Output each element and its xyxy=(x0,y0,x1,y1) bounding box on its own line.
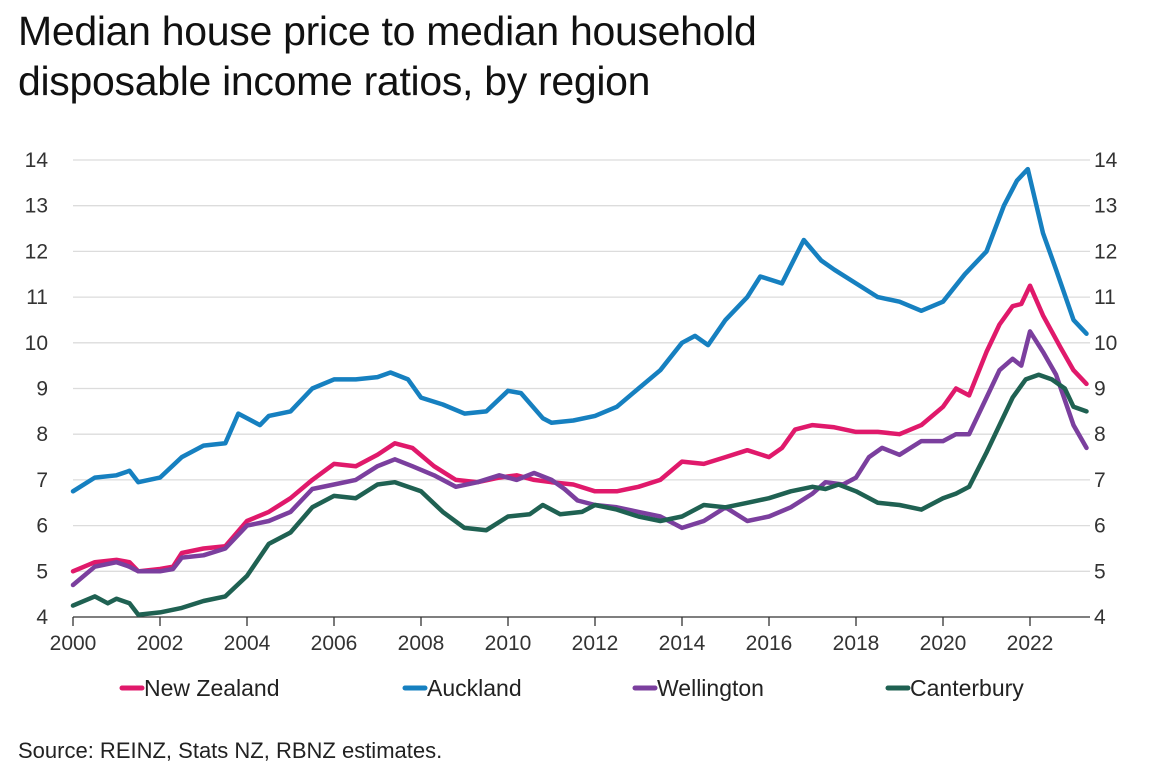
y-tick-label-left: 13 xyxy=(25,195,48,218)
y-tick-label-left: 5 xyxy=(36,560,48,583)
legend-item-auckland: Auckland xyxy=(402,675,522,701)
x-tick-label: 2010 xyxy=(485,632,532,655)
y-tick-label-right: 12 xyxy=(1094,240,1117,263)
legend-item-wellington: Wellington xyxy=(632,675,764,701)
y-tick-label-left: 6 xyxy=(36,515,48,538)
y-tick-label-right: 13 xyxy=(1094,195,1117,218)
series-line-canterbury xyxy=(70,372,1089,617)
series-line-auckland xyxy=(70,166,1089,494)
y-tick-label-right: 6 xyxy=(1094,515,1106,538)
y-tick-label-right: 11 xyxy=(1094,286,1116,309)
x-tick-label: 2002 xyxy=(137,632,184,655)
y-tick-label-right: 9 xyxy=(1094,378,1106,401)
x-tick-label: 2004 xyxy=(224,632,271,655)
y-tick-label-right: 4 xyxy=(1094,606,1106,629)
legend-label: New Zealand xyxy=(144,675,280,701)
y-tick-label-left: 4 xyxy=(36,606,48,629)
y-tick-label-left: 12 xyxy=(25,240,48,263)
legend-item-new-zealand: New Zealand xyxy=(119,675,280,701)
series-line-wellington xyxy=(70,329,1089,588)
gridlines xyxy=(73,159,1090,572)
x-tick-label: 2014 xyxy=(659,632,706,655)
x-tick-label: 2012 xyxy=(572,632,619,655)
series-lines xyxy=(70,166,1089,617)
legend-label: Wellington xyxy=(657,675,764,701)
y-tick-label-left: 11 xyxy=(26,286,48,309)
x-tick-label: 2000 xyxy=(50,632,97,655)
chart-title: Median house price to median household d… xyxy=(18,6,757,106)
chart-title-line-1: Median house price to median household xyxy=(18,8,757,54)
y-tick-label-left: 10 xyxy=(25,332,48,355)
x-tick-label: 2022 xyxy=(1007,632,1054,655)
y-axis-left: 4 5 6 7 8 9 10 11 12 13 14 xyxy=(25,149,49,629)
y-tick-label-right: 10 xyxy=(1094,332,1117,355)
y-tick-label-left: 8 xyxy=(36,423,48,446)
x-axis: 2000 2002 2004 2006 2008 2010 2012 2014 2016 2018… xyxy=(50,616,1090,655)
x-tick-label: 2020 xyxy=(920,632,967,655)
y-tick-label-right: 14 xyxy=(1094,149,1118,172)
legend-label: Auckland xyxy=(427,675,522,701)
y-tick-label-left: 14 xyxy=(25,149,49,172)
legend-label: Canterbury xyxy=(910,675,1024,701)
y-tick-label-left: 9 xyxy=(36,378,48,401)
series-line-new-zealand xyxy=(70,283,1089,574)
y-tick-label-right: 5 xyxy=(1094,560,1106,583)
y-axis-right: 4 5 6 7 8 9 10 11 12 13 14 xyxy=(1094,149,1118,629)
legend: New Zealand Auckland Wellington Canterbury xyxy=(119,675,1024,701)
x-tick-label: 2006 xyxy=(311,632,358,655)
y-tick-label-left: 7 xyxy=(36,469,48,492)
y-tick-label-right: 7 xyxy=(1094,469,1106,492)
x-tick-label: 2016 xyxy=(746,632,793,655)
chart-title-line-2: disposable income ratios, by region xyxy=(18,58,651,104)
source-note: Source: REINZ, Stats NZ, RBNZ estimates. xyxy=(18,738,443,763)
y-tick-label-right: 8 xyxy=(1094,423,1106,446)
x-tick-label: 2018 xyxy=(833,632,880,655)
x-tick-label: 2008 xyxy=(398,632,445,655)
legend-item-canterbury: Canterbury xyxy=(885,675,1024,701)
